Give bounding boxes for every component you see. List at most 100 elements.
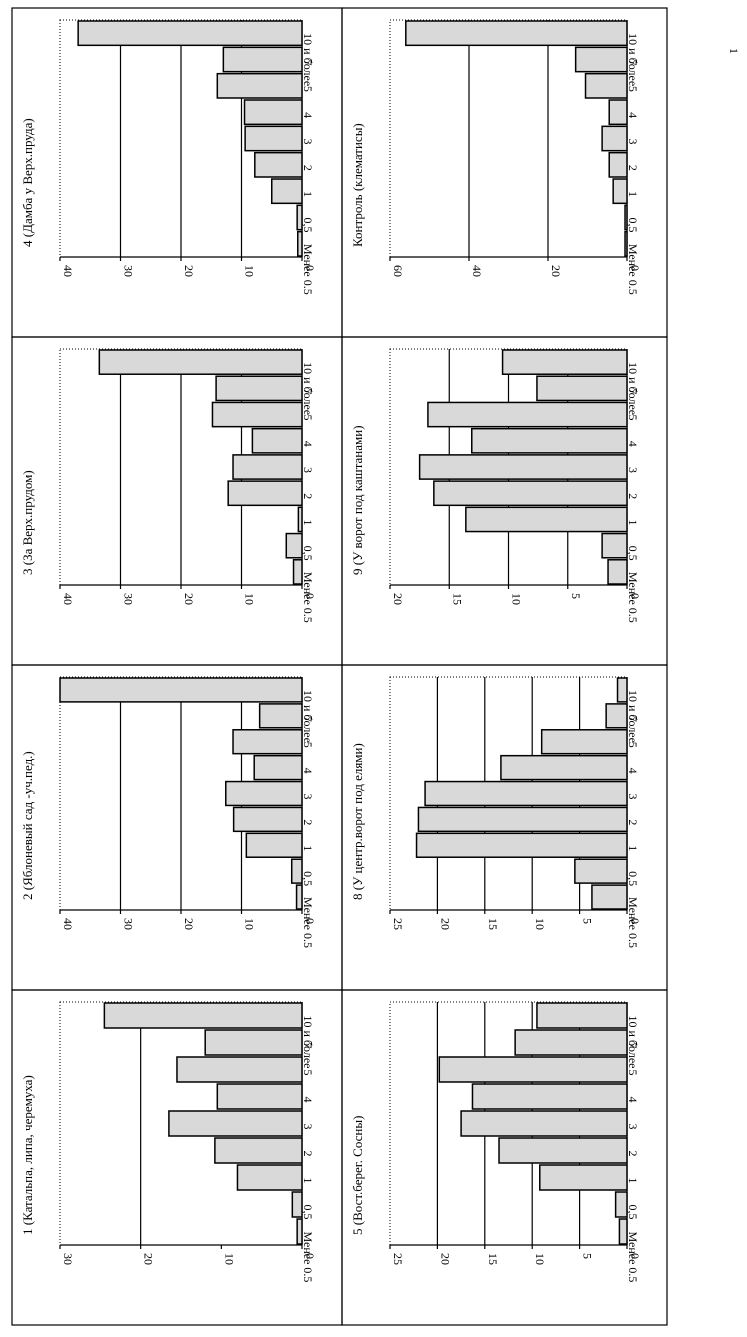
category-label: 5 xyxy=(626,415,640,421)
category-label: 7 xyxy=(301,716,315,722)
category-label: Менее 0.5 xyxy=(626,1232,640,1283)
bar xyxy=(514,1029,628,1056)
panel-title: 3 (За Верх.прудом) xyxy=(20,470,35,575)
category-label: 1 xyxy=(626,519,640,525)
bar xyxy=(285,532,303,559)
category-label: 10 и более xyxy=(626,1016,640,1069)
category-label: 3 xyxy=(626,794,640,800)
category-label: Менее 0.5 xyxy=(626,897,640,948)
value-tick-label: 0 xyxy=(303,918,317,924)
category-label: 5 xyxy=(626,1070,640,1076)
category-label: 1 xyxy=(301,519,315,525)
bar xyxy=(584,72,628,99)
value-tick-label: 40 xyxy=(61,593,75,605)
bar xyxy=(433,480,628,507)
bar xyxy=(225,780,303,807)
category-label: 2 xyxy=(626,819,640,825)
value-tick-label: 10 xyxy=(533,918,547,930)
category-label: 5 xyxy=(626,742,640,748)
category-label: 2 xyxy=(301,819,315,825)
value-tick-label: 25 xyxy=(391,1253,405,1265)
category-label: 3 xyxy=(301,139,315,145)
value-tick-label: 15 xyxy=(450,593,464,605)
category-label: 10 и более xyxy=(626,33,640,86)
category-label: Менее 0.5 xyxy=(626,572,640,623)
bar xyxy=(243,99,303,126)
value-tick-label: 0 xyxy=(628,918,642,924)
bar xyxy=(417,806,628,833)
value-tick-label: 0 xyxy=(628,265,642,271)
value-tick-label: 20 xyxy=(182,593,196,605)
category-label: 1 xyxy=(626,191,640,197)
category-label: Менее 0.5 xyxy=(301,572,315,623)
panel-title: 5 (Вост.берег. Сосны) xyxy=(350,1116,365,1235)
value-tick-label: 0 xyxy=(303,593,317,599)
bar xyxy=(236,1164,303,1191)
category-label: 7 xyxy=(301,60,315,66)
bar xyxy=(501,349,628,375)
bar xyxy=(574,858,628,884)
category-label: 3 xyxy=(301,467,315,473)
panel-title: 9 (У ворот под каштанами) xyxy=(350,425,365,575)
bar xyxy=(405,20,628,47)
category-label: 1 xyxy=(626,845,640,851)
category-label: 1 xyxy=(301,1178,315,1184)
category-label: 2 xyxy=(301,165,315,171)
category-label: 0,5 xyxy=(626,871,640,886)
value-tick-label: 10 xyxy=(222,1253,236,1265)
category-label: 4 xyxy=(626,112,640,118)
category-label: 5 xyxy=(301,742,315,748)
value-tick-label: 20 xyxy=(142,1253,156,1265)
bar xyxy=(297,230,303,257)
value-tick-label: 60 xyxy=(391,265,405,277)
value-tick-label: 30 xyxy=(61,1253,75,1265)
bar xyxy=(500,754,628,781)
category-label: 3 xyxy=(626,1124,640,1130)
category-label: 10 и более xyxy=(626,690,640,743)
bar xyxy=(540,729,628,755)
value-tick-label: 15 xyxy=(486,918,500,930)
panel-title: 8 (У центр.ворот под елями) xyxy=(350,743,365,900)
category-label: 5 xyxy=(301,415,315,421)
bar xyxy=(168,1110,303,1137)
value-tick-label: 0 xyxy=(628,593,642,599)
value-tick-label: 40 xyxy=(61,918,75,930)
bar xyxy=(536,375,628,402)
bar xyxy=(214,1137,303,1164)
category-label: 0,5 xyxy=(301,871,315,886)
bar xyxy=(176,1056,303,1083)
bar xyxy=(216,1083,303,1110)
category-label: 1 xyxy=(626,1178,640,1184)
bar xyxy=(290,858,303,884)
category-label: 3 xyxy=(626,139,640,145)
category-label: Менее 0.5 xyxy=(301,897,315,948)
value-tick-label: 5 xyxy=(569,593,583,599)
value-tick-label: 30 xyxy=(122,265,136,277)
category-label: 7 xyxy=(626,716,640,722)
bar xyxy=(98,349,303,375)
value-tick-label: 0 xyxy=(303,1253,317,1259)
bar xyxy=(222,46,303,73)
bar xyxy=(251,427,303,454)
bar xyxy=(232,729,303,755)
bar xyxy=(296,204,303,231)
bar xyxy=(232,806,303,833)
bar xyxy=(471,1083,628,1110)
category-label: 0,5 xyxy=(301,1205,315,1220)
category-label: 2 xyxy=(626,493,640,499)
bar xyxy=(258,703,303,729)
value-tick-label: 5 xyxy=(581,1253,595,1259)
bar xyxy=(415,832,628,858)
bar xyxy=(607,559,628,585)
category-label: Менее 0.5 xyxy=(301,1232,315,1283)
bar xyxy=(253,754,303,781)
bar xyxy=(204,1029,303,1056)
value-tick-label: 25 xyxy=(391,918,405,930)
panel-title: Контроль (клематисы) xyxy=(350,123,365,247)
bar xyxy=(245,832,303,858)
